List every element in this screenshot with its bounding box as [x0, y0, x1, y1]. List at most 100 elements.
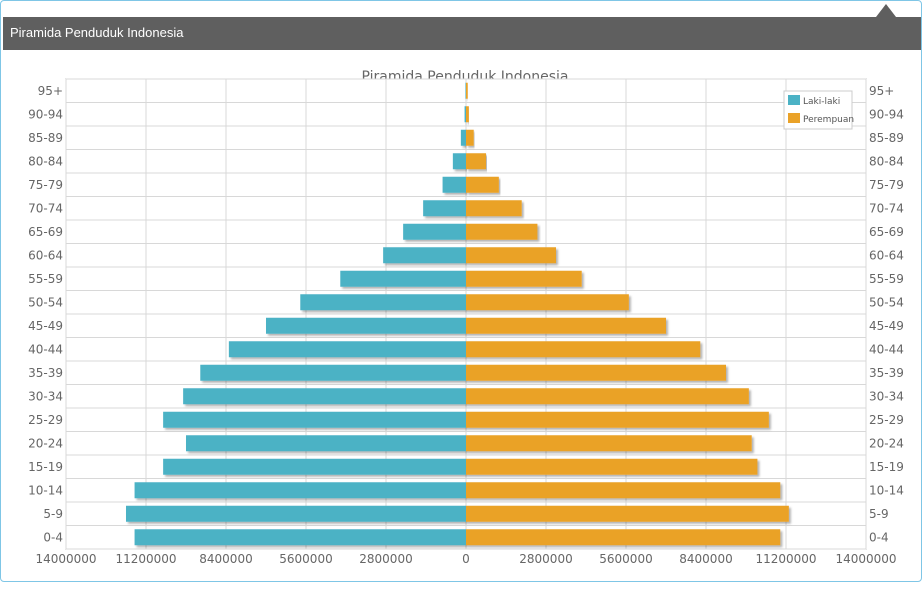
bar-perempuan [466, 458, 758, 475]
y-tick-label-left: 60-64 [28, 248, 63, 262]
y-tick-label-right: 5-9 [869, 507, 889, 521]
bar-perempuan [466, 505, 789, 522]
y-tick-label-left: 20-24 [28, 436, 63, 450]
x-tick-label: 8400000 [679, 552, 732, 566]
bar-laki-laki [163, 458, 466, 475]
collapse-notch-icon[interactable] [876, 4, 896, 17]
bar-perempuan [466, 435, 752, 452]
y-tick-label-right: 50-54 [869, 295, 904, 309]
bar-perempuan [466, 82, 468, 99]
y-tick-label-right: 30-34 [869, 389, 904, 403]
y-tick-label-left: 95+ [38, 84, 63, 98]
y-tick-label-left: 0-4 [43, 530, 63, 544]
bar-perempuan [466, 106, 469, 123]
bar-laki-laki [186, 435, 466, 452]
y-tick-label-left: 35-39 [28, 366, 63, 380]
bar-perempuan [466, 223, 538, 240]
y-tick-label-left: 45-49 [28, 319, 63, 333]
bar-laki-laki [465, 82, 466, 99]
population-pyramid-chart: Piramida Penduduk Indonesia 14000000 1120… [28, 69, 904, 566]
bars [126, 82, 789, 546]
y-tick-label-left: 15-19 [28, 460, 63, 474]
x-tick-label: 14000000 [35, 552, 96, 566]
y-tick-label-left: 65-69 [28, 225, 63, 239]
y-tick-label-right: 0-4 [869, 530, 889, 544]
y-tick-label-left: 75-79 [28, 178, 63, 192]
y-tick-label-right: 65-69 [869, 225, 904, 239]
y-tick-label-left: 25-29 [28, 413, 63, 427]
panel-title: Piramida Penduduk Indonesia [10, 25, 184, 40]
x-tick-label: 2800000 [359, 552, 412, 566]
y-tick-label-right: 95+ [869, 84, 894, 98]
bar-laki-laki [126, 505, 466, 522]
x-tick-label: 5600000 [279, 552, 332, 566]
y-tick-label-right: 45-49 [869, 319, 904, 333]
y-tick-label-right: 85-89 [869, 131, 904, 145]
bar-perempuan [466, 247, 556, 264]
bar-laki-laki [300, 294, 466, 311]
bar-laki-laki [163, 411, 466, 428]
y-tick-label-right: 15-19 [869, 460, 904, 474]
x-tick-label: 11200000 [755, 552, 816, 566]
y-tick-label-left: 50-54 [28, 295, 63, 309]
bar-perempuan [466, 364, 726, 381]
y-tick-label-left: 55-59 [28, 272, 63, 286]
legend-label: Laki-laki [803, 97, 840, 107]
bar-laki-laki [460, 129, 466, 146]
y-tick-label-right: 90-94 [869, 107, 904, 121]
y-tick-label-left: 10-14 [28, 483, 63, 497]
x-tick-label: 2800000 [519, 552, 572, 566]
bar-laki-laki [134, 529, 467, 546]
y-tick-label-right: 40-44 [869, 342, 904, 356]
bar-laki-laki [452, 153, 466, 170]
x-tick-label: 5600000 [599, 552, 652, 566]
bar-laki-laki [183, 388, 466, 405]
bar-laki-laki [442, 176, 466, 193]
x-tick-label: 0 [462, 552, 470, 566]
legend-label: Perempuan [803, 115, 854, 125]
bar-perempuan [466, 482, 781, 499]
bar-perempuan [466, 270, 582, 287]
y-tick-label-right: 70-74 [869, 201, 904, 215]
bar-perempuan [466, 388, 749, 405]
y-tick-label-right: 10-14 [869, 483, 904, 497]
y-tick-label-right: 25-29 [869, 413, 904, 427]
grid-lines [65, 78, 867, 550]
legend[interactable]: Laki-laki Perempuan [783, 90, 854, 130]
bar-laki-laki [423, 200, 466, 217]
y-tick-label-left: 40-44 [28, 342, 63, 356]
bar-perempuan [466, 529, 781, 546]
y-tick-label-right: 55-59 [869, 272, 904, 286]
y-tick-label-left: 80-84 [28, 154, 63, 168]
bar-perempuan [466, 153, 486, 170]
bar-perempuan [466, 176, 499, 193]
x-tick-label: 14000000 [835, 552, 896, 566]
bar-perempuan [466, 294, 629, 311]
legend-swatch [788, 113, 800, 123]
y-tick-label-left: 30-34 [28, 389, 63, 403]
y-tick-label-right: 35-39 [869, 366, 904, 380]
y-tick-label-left: 5-9 [43, 507, 63, 521]
bar-laki-laki [228, 341, 466, 358]
y-tick-label-right: 80-84 [869, 154, 904, 168]
x-tick-label: 11200000 [115, 552, 176, 566]
legend-swatch [788, 95, 800, 105]
bar-laki-laki [383, 247, 466, 264]
y-tick-label-left: 85-89 [28, 131, 63, 145]
x-tick-label: 8400000 [199, 552, 252, 566]
bar-laki-laki [134, 482, 467, 499]
bar-perempuan [466, 341, 701, 358]
bar-laki-laki [403, 223, 466, 240]
y-tick-label-left: 70-74 [28, 201, 63, 215]
axes: 14000000 11200000 8400000 5600000 2800000 0 28… [28, 84, 904, 566]
bar-perempuan [466, 129, 474, 146]
bar-laki-laki [266, 317, 466, 334]
y-tick-label-left: 90-94 [28, 107, 63, 121]
bar-perempuan [466, 200, 522, 217]
bar-laki-laki [464, 106, 466, 123]
y-tick-label-right: 20-24 [869, 436, 904, 450]
y-tick-label-right: 75-79 [869, 178, 904, 192]
bar-perempuan [466, 317, 666, 334]
panel-header: Piramida Penduduk Indonesia [3, 17, 921, 50]
